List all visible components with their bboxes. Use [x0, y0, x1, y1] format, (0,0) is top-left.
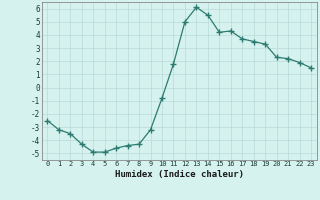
X-axis label: Humidex (Indice chaleur): Humidex (Indice chaleur)	[115, 170, 244, 179]
